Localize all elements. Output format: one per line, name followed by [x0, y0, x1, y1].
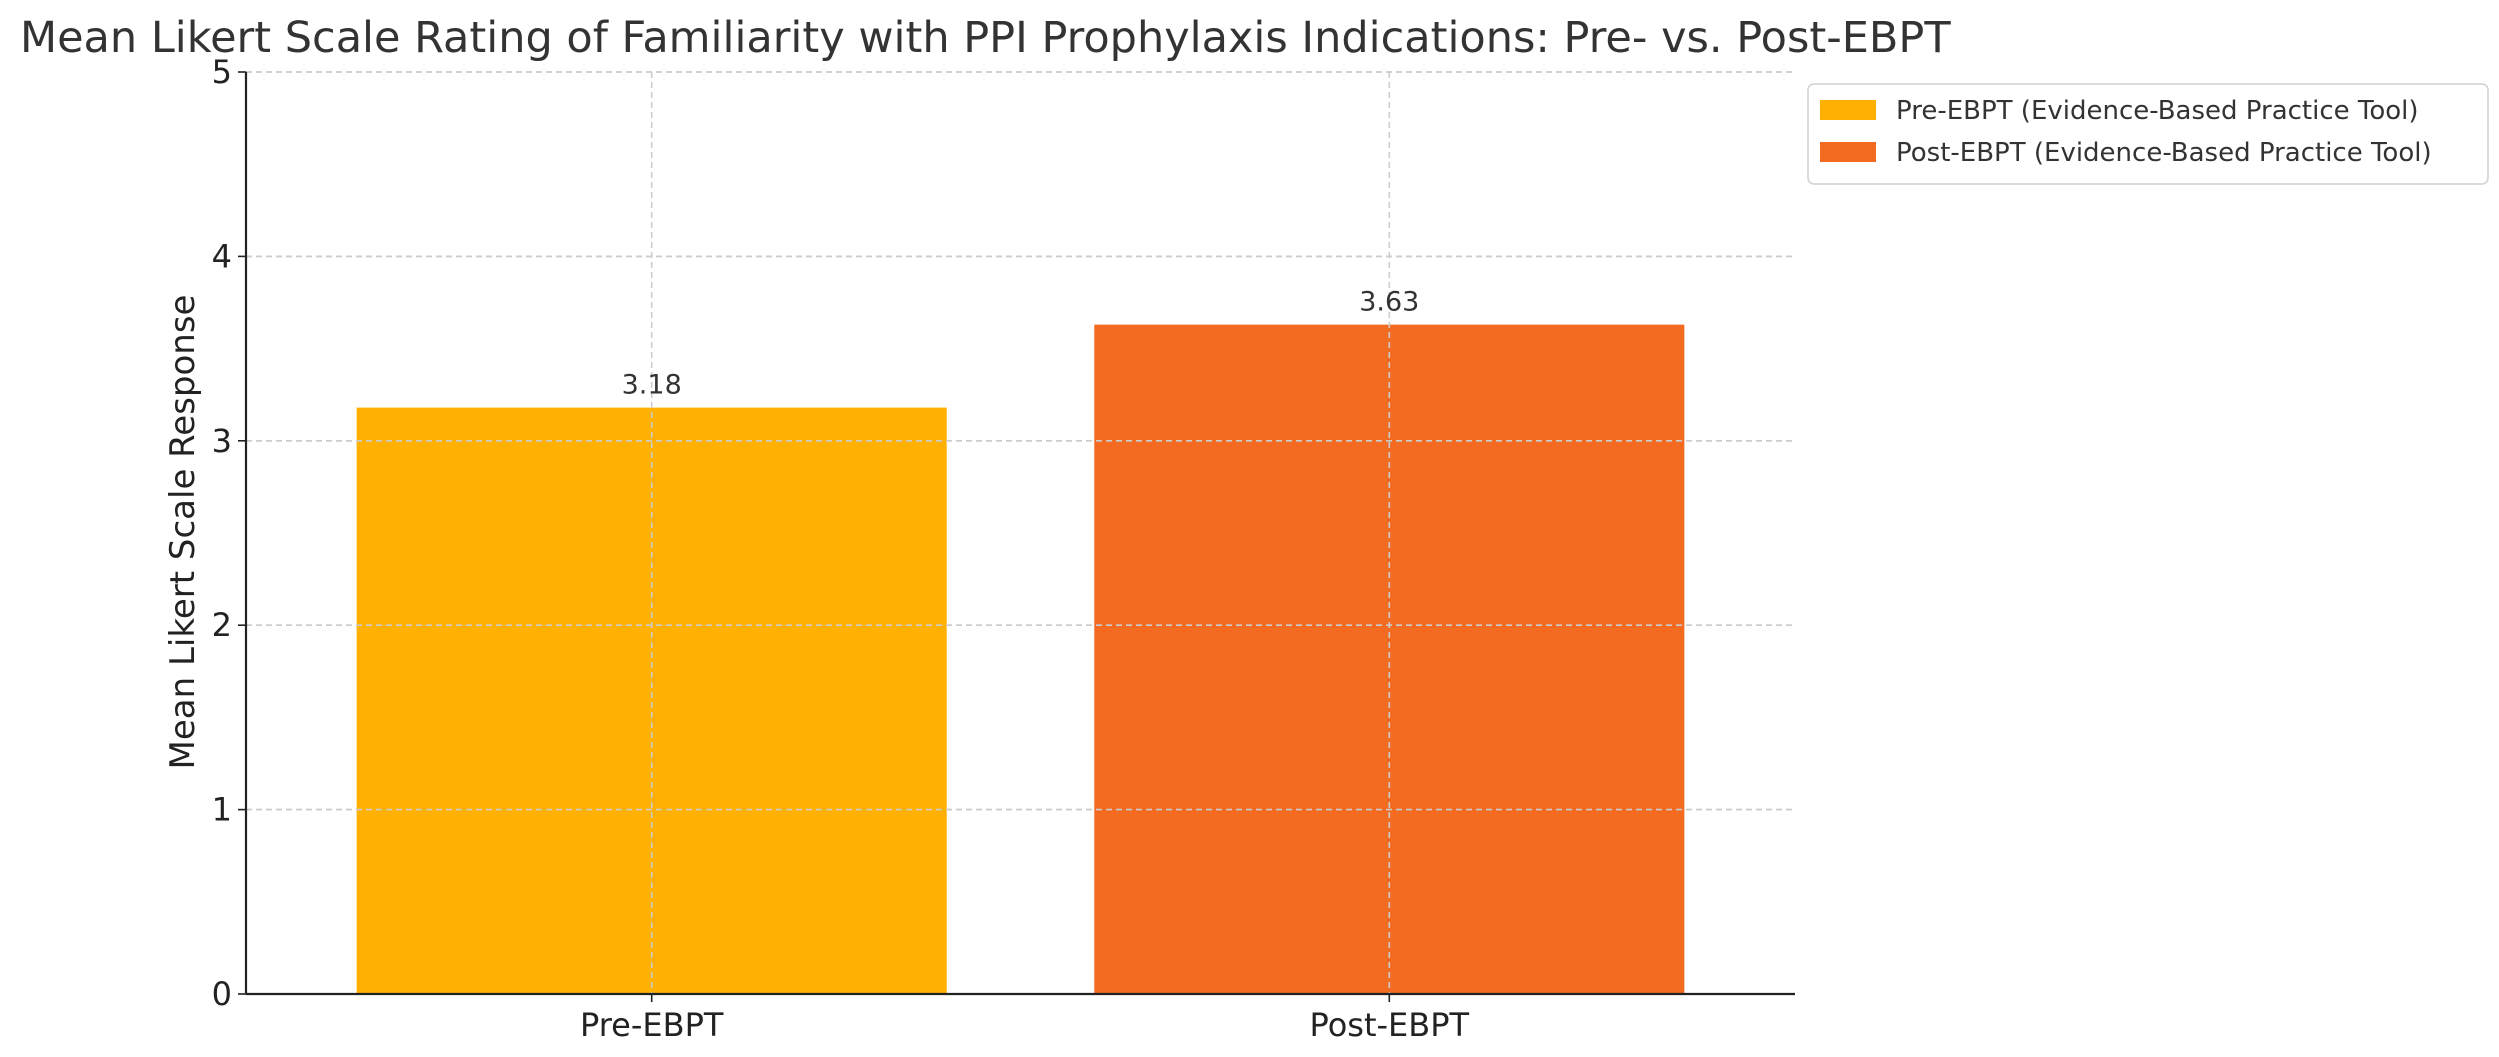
legend-box: [1807, 83, 2489, 185]
tick-labels: 0 1 2 3 4 5 Pre-EBPT Post-EBPT: [212, 53, 1470, 1044]
y-tick-label-0: 0: [212, 975, 232, 1013]
legend: Pre-EBPT (Evidence-Based Practice Tool) P…: [1807, 83, 2489, 185]
legend-swatch-0: [1820, 100, 1876, 120]
bars: [356, 324, 1685, 994]
x-tick-label-pre-ebpt: Pre-EBPT: [580, 1006, 724, 1044]
y-tick-label-4: 4: [212, 237, 232, 275]
y-axis-label: Mean Likert Scale Response: [163, 295, 203, 770]
y-tick-label-3: 3: [212, 422, 232, 460]
y-tick-label-1: 1: [212, 791, 232, 829]
grid-lines-front: [246, 71, 1795, 994]
data-labels: 3.18 3.63: [622, 287, 1420, 401]
legend-label-0: Pre-EBPT (Evidence-Based Practice Tool): [1896, 96, 2419, 126]
chart-title: Mean Likert Scale Rating of Familiarity …: [20, 13, 1951, 63]
y-tick-label-5: 5: [212, 53, 232, 91]
data-label-post-ebpt: 3.63: [1359, 287, 1419, 318]
legend-label-1: Post-EBPT (Evidence-Based Practice Tool): [1896, 138, 2432, 168]
y-tick-label-2: 2: [212, 606, 232, 644]
data-label-pre-ebpt: 3.18: [622, 370, 682, 401]
x-tick-label-post-ebpt: Post-EBPT: [1310, 1006, 1470, 1044]
legend-swatch-1: [1820, 142, 1876, 162]
axes: [244, 72, 1795, 996]
